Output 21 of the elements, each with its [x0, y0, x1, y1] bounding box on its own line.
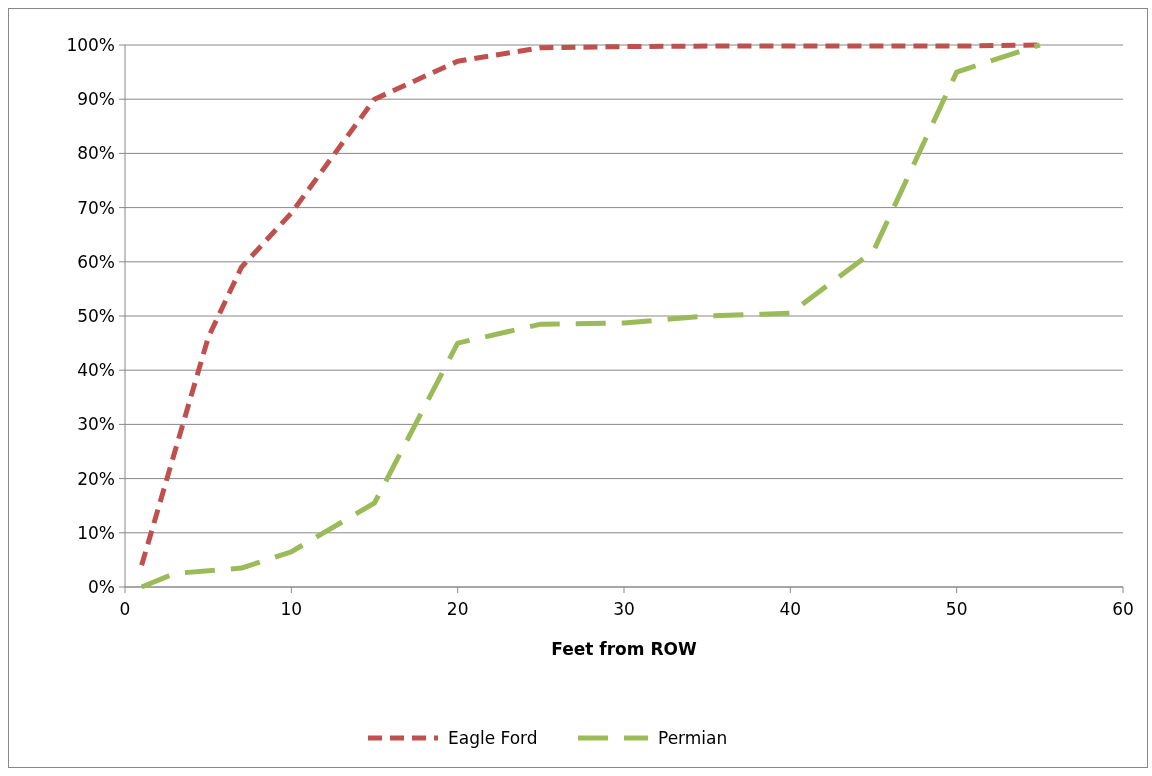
y-tick-label: 10% [77, 522, 115, 543]
legend-label: Permian [658, 727, 728, 748]
y-tick-label: 60% [77, 251, 115, 272]
y-tick-label: 20% [77, 468, 115, 489]
x-axis-title: Feet from ROW [551, 639, 697, 659]
x-tick-label: 20 [446, 599, 469, 619]
y-tick-label: 100% [66, 34, 115, 55]
y-tick-label: 50% [77, 305, 115, 326]
x-tick-label: 0 [119, 599, 131, 619]
y-tick-label: 40% [77, 360, 115, 381]
x-tick-label: 10 [280, 599, 303, 619]
y-tick-label: 30% [77, 414, 115, 435]
x-tick-label: 50 [945, 599, 968, 619]
x-tick-label: 30 [613, 599, 635, 619]
y-tick-label: 90% [77, 89, 115, 110]
x-tick-label: 40 [779, 599, 802, 619]
y-tick-label: 0% [88, 576, 115, 597]
legend-label: Eagle Ford [448, 727, 538, 748]
y-tick-label: 70% [77, 197, 115, 218]
x-tick-label: 60 [1112, 599, 1134, 619]
y-tick-label: 80% [77, 143, 115, 164]
